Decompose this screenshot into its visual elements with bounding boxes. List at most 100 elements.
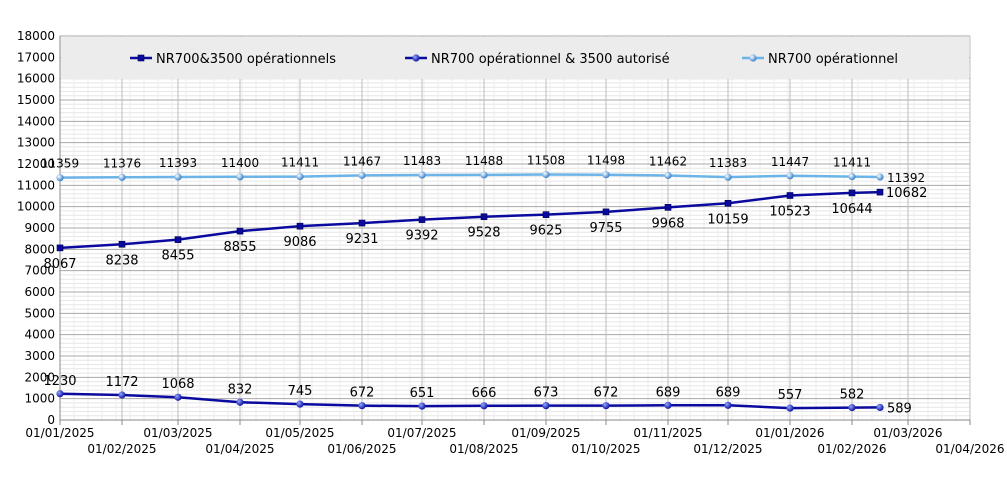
data-point [848,403,856,412]
data-point [296,400,304,408]
y-tick-label: 9000 [24,221,55,235]
y-tick-label: 10000 [17,200,55,214]
data-label: 11483 [403,154,441,168]
y-tick-label: 4000 [24,328,55,342]
data-label: 11467 [343,154,381,168]
data-point [602,402,610,410]
legend-item-3: NR700 opérationnel [742,52,898,67]
data-point [174,393,182,401]
x-tick-label: 01/09/2025 [511,426,580,440]
y-tick-label: 14000 [17,114,55,128]
y-tick-label: 5000 [24,306,55,320]
x-tick-label: 01/03/2025 [143,426,212,440]
data-label: 832 [228,382,253,397]
data-point [724,199,732,207]
legend: NR700&3500 opérationnels NR700 opérationn… [61,37,969,79]
data-point [56,174,64,182]
data-label: 11488 [465,154,503,168]
y-tick-label: 18000 [17,29,55,43]
data-point [118,173,126,181]
data-point [664,204,672,211]
x-tick-label: 01/11/2025 [633,426,702,440]
data-label: 9755 [589,221,622,236]
data-point [358,219,366,227]
x-tick-label: 01/02/2026 [817,442,886,456]
data-point [724,401,732,409]
data-label: 11400 [221,156,259,170]
x-tick-label: 01/04/2026 [935,442,1004,456]
data-label: 9086 [283,235,316,250]
data-label: 11383 [709,156,747,170]
y-tick-label: 2000 [24,370,55,384]
y-tick-label: 8000 [24,242,55,256]
data-point [480,213,488,221]
data-point [137,54,145,62]
data-label: 10682 [886,186,927,201]
data-point [412,54,420,62]
data-point [118,391,126,399]
series-1 [56,188,884,252]
series-3 [56,170,884,182]
data-label: 10159 [707,212,748,227]
data-point [876,188,884,196]
data-label: 1172 [105,375,138,390]
x-tick-label: 01/06/2025 [327,442,396,456]
data-point [542,170,550,179]
data-label: 9528 [467,226,500,241]
data-point [236,173,244,181]
y-tick-label: 6000 [24,285,55,299]
y-tick-label: 7000 [24,264,55,278]
data-point [56,244,64,252]
x-tick-label: 01/10/2025 [571,442,640,456]
data-label: 9968 [651,216,684,231]
data-label: 11462 [649,154,687,168]
data-point [358,171,366,179]
data-point [236,398,244,406]
data-point [786,192,794,199]
x-tick-label: 01/02/2025 [87,442,156,456]
y-tick-label: 16000 [17,72,55,86]
y-tick-label: 3000 [24,349,55,363]
data-label: 1230 [43,374,76,389]
x-tick-label: 01/08/2025 [449,442,518,456]
data-point [848,172,856,181]
data-point [664,401,672,409]
data-label: 673 [534,386,559,401]
data-label: 10523 [769,205,810,220]
data-point [724,173,732,181]
data-label: 11393 [159,156,197,170]
data-label: 689 [716,385,741,400]
legend-background [61,37,969,79]
data-point [876,403,884,412]
data-point [848,189,856,197]
data-point [174,236,182,243]
data-label: 9231 [345,232,378,247]
y-tick-label: 1000 [24,392,55,406]
legend-item-2: NR700 opérationnel & 3500 autorisé [405,52,670,67]
data-point [749,54,757,62]
data-label: 745 [288,384,313,399]
data-label: 666 [472,386,497,401]
data-point [418,402,426,410]
data-point [664,171,672,180]
y-tick-label: 15000 [17,93,55,107]
x-tick-label: 01/01/2026 [755,426,824,440]
data-label: 11508 [527,153,565,167]
data-label: 9392 [405,229,438,244]
data-label: 8067 [43,257,76,272]
data-label: 672 [594,386,619,401]
data-label: 8455 [161,249,194,264]
y-tick-label: 12000 [17,157,55,171]
data-label: 557 [778,388,803,403]
y-tick-label: 13000 [17,136,55,150]
data-label: 11498 [587,154,625,168]
x-tick-label: 01/03/2026 [873,426,942,440]
data-label: 11411 [833,156,871,170]
data-point [174,173,182,181]
series-2 [56,390,884,412]
data-label: 11392 [887,171,925,185]
legend-label: NR700 opérationnel & 3500 autorisé [431,52,670,67]
data-point [542,402,550,410]
x-tick-label: 01/05/2025 [265,426,334,440]
